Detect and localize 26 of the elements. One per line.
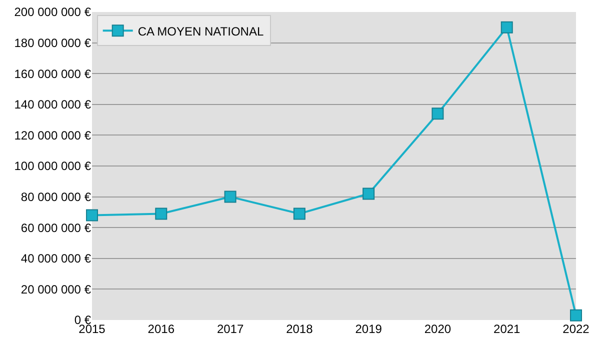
point [362,188,375,200]
y-tick-label: 20 000 000 € [20,282,92,296]
point [570,309,582,322]
y-tick-label: 60 000 000 € [20,220,92,235]
y-tick-label: 80 000 000 € [20,190,92,204]
point [500,21,513,34]
legend-label: CA MOYEN NATIONAL [138,24,264,38]
y-tick-label: 100 000 000 € [14,159,92,174]
y-tick-label: 160 000 000 € [14,66,92,81]
x-tick-label: 2018 [286,322,314,336]
x-tick-label: 2016 [148,322,175,336]
point [293,208,306,220]
point [86,209,98,222]
x-tick-label: 2019 [355,322,382,336]
x-tick-label: 2020 [424,322,452,336]
x-tick-label: 2022 [562,322,590,336]
y-tick-label: 40 000 000 € [20,252,92,266]
y-tick-label: 120 000 000 € [14,128,92,142]
x-tick-label: 2017 [216,322,244,336]
y-tick-label: 140 000 000 € [14,98,92,112]
y-tick-label: 200 000 000 € [14,5,92,20]
y-tick-label: 180 000 000 € [14,36,92,50]
point [224,190,236,203]
x-tick-label: 2021 [494,322,521,336]
point [432,108,444,120]
point [155,208,168,220]
